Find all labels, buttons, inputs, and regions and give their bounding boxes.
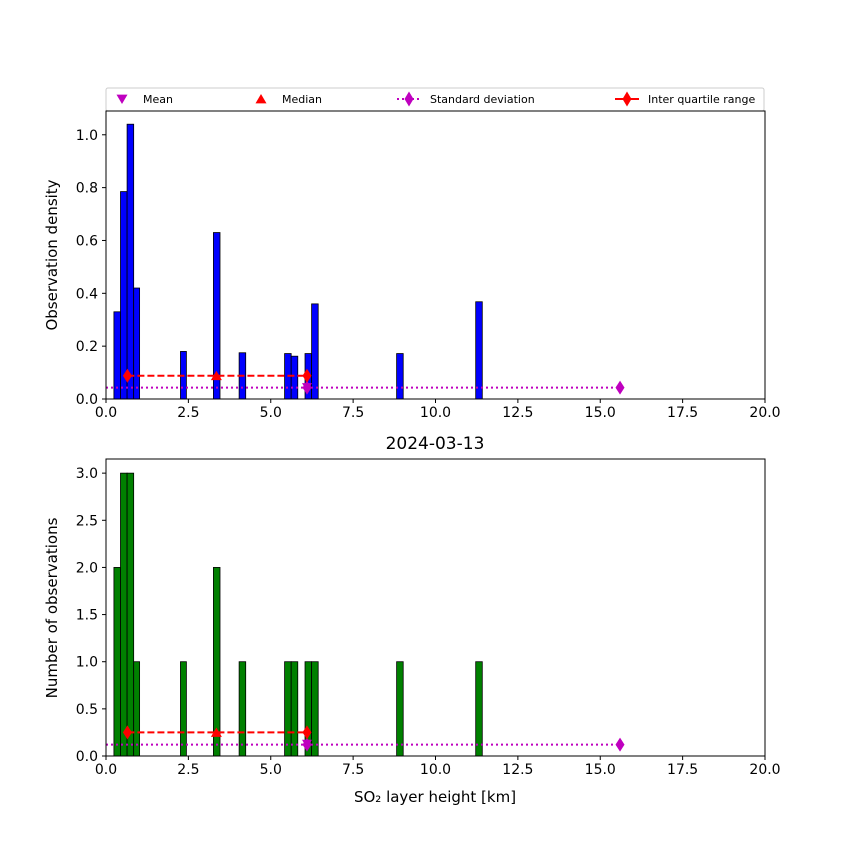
legend-label: Median [282,93,322,106]
x-tick-label: 12.5 [502,405,533,421]
std-dev-marker [615,737,625,752]
mean-marker [301,739,312,749]
x-tick-label: 7.5 [342,762,364,778]
legend-median-marker [255,94,267,104]
x-tick-label: 10.0 [420,405,451,421]
legend-mean-marker [116,94,128,104]
iqr-marker [302,368,312,383]
x-tick-label: 2.5 [177,405,199,421]
y-tick-label: 0.0 [76,749,98,765]
histogram-bar [120,472,128,757]
iqr-marker [302,725,312,740]
x-tick-label: 15.0 [585,405,616,421]
y-tick-label: 1.5 [76,608,98,624]
chart-title-bottom: 2024-03-13 [386,434,485,454]
y-tick-label: 0.5 [76,702,98,718]
legend-entry-0: Mean [116,93,173,106]
x-tick-label: 0.0 [95,762,117,778]
density-histogram: Observation density 0.0 2.5 5.0 7.5 10.0 12.5… [43,110,781,421]
legend-entry-3: Inter quartile range [615,91,755,107]
y-tick-label: 1.0 [76,128,98,144]
histogram-bar [311,661,319,757]
x-tick-label: 15.0 [585,762,616,778]
histogram-bar [133,287,141,400]
legend-diamond-marker [622,91,632,107]
y-tick-label: 3.0 [76,466,98,482]
x-tick-label: 20.0 [749,405,780,421]
y-tick-label: 0.4 [76,286,98,302]
histogram-bar [113,567,121,757]
x-tick-label: 20.0 [749,762,780,778]
x-tick-label: 12.5 [502,762,533,778]
count-histogram: 2024-03-13 Number of observations SO₂ la… [43,434,781,806]
x-tick-label: 5.0 [260,762,282,778]
y-tick-label: 0.8 [76,181,98,197]
legend-entry-1: Median [255,93,322,106]
histogram-bar [396,353,404,400]
mean-marker [301,383,312,392]
median-marker [210,370,222,381]
histogram-bar [126,472,135,757]
y-tick-label: 2.0 [76,560,98,576]
legend-label: Standard deviation [430,93,535,106]
y-tick-label: 2.5 [76,513,98,529]
histogram-bar [475,661,483,757]
histogram-bar [475,301,483,400]
histogram-bar [290,661,299,757]
iqr-marker [122,725,132,740]
y-tick-label: 0.2 [76,339,98,355]
legend-entry-2: Standard deviation [397,91,535,107]
histogram-bar [290,355,299,400]
histogram-bar [284,661,292,757]
x-tick-label: 17.5 [667,405,698,421]
y-tick-label: 0.0 [76,392,98,408]
y-axis-label-top: Observation density [43,179,61,330]
std-dev-marker [615,380,625,395]
x-tick-label: 0.0 [95,405,117,421]
histogram-bar [311,303,319,400]
histogram-bar [213,567,221,757]
histogram-bar [126,123,135,400]
histogram-bar [120,191,128,400]
legend: Mean Median Standard deviation Inter quarti… [105,87,765,112]
histogram-bar [133,661,141,757]
y-tick-label: 0.6 [76,233,98,249]
y-axis-label-bottom: Number of observations [43,517,61,698]
x-tick-label: 2.5 [177,762,199,778]
median-marker [210,727,222,737]
x-tick-label: 10.0 [420,762,451,778]
legend-label: Inter quartile range [648,93,755,106]
x-tick-label: 5.0 [260,405,282,421]
x-axis-label-bottom: SO₂ layer height [km] [354,788,516,806]
histogram-bar [180,661,187,757]
legend-label: Mean [143,93,173,106]
histogram-bar [396,661,404,757]
histogram-bar [238,661,247,757]
histogram-bar [113,311,121,400]
x-tick-label: 7.5 [342,405,364,421]
legend-diamond-marker [404,91,414,107]
x-tick-label: 17.5 [667,762,698,778]
iqr-marker [122,368,132,383]
y-tick-label: 1.0 [76,655,98,671]
